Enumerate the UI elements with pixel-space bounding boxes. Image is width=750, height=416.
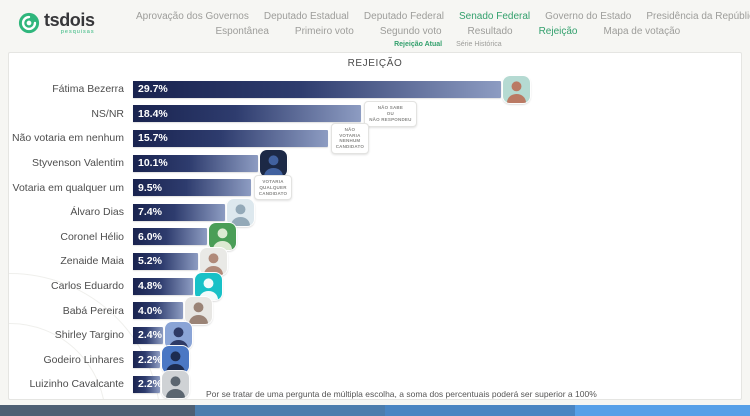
tsdois-logo-icon [18,12,40,34]
bar[interactable]: 2.2% [133,351,162,369]
bar-label: Não votaria em nenhum [11,132,124,145]
bar-value: 2.2% [138,353,162,366]
candidate-photo [162,346,190,374]
footer-band [0,405,750,416]
chart-title: REJEIÇÃO [347,58,403,69]
chart-row-nao-votaria-em-nenhum: Não votaria em nenhum 15.7% NÃO VOTARIA NENH… [9,122,741,155]
nav-item-primeiro-voto[interactable]: Primeiro voto [294,26,354,37]
bar-label: Babá Pereira [62,304,124,317]
chart-row-zenaide-maia: Zenaide Maia 5.2% [9,247,741,275]
bar-label: Coronel Hélio [60,230,124,243]
chart-row-alvaro-dias: Álvaro Dias 7.4% [9,198,741,226]
bar-value: 18.4% [138,107,168,120]
nav-item-rejeicao[interactable]: Rejeição [538,26,578,37]
nav-item-mapa-de-votacao[interactable]: Mapa de votação [603,26,681,37]
chart-row-fatima-bezerra: Fátima Bezerra 29.7% [9,75,741,103]
candidate-photo [164,321,192,349]
nav-item-deputado-estadual[interactable]: Deputado Estadual [263,11,349,22]
nav-item-resultado[interactable]: Resultado [467,26,513,37]
chart-row-styvenson-valentim: Styvenson Valentim 10.1% [9,149,741,177]
main-nav: Aprovação dos Governos Deputado Estadual D… [136,11,750,48]
bar-value: 5.2% [138,255,162,268]
bar-label: Zenaide Maia [60,255,124,268]
nav-item-rejeicao-atual[interactable]: Rejeição Atual [394,41,443,48]
bar-value: 2.2% [138,378,162,391]
bar[interactable]: 15.7% [133,129,328,147]
bar-value: 4.0% [138,304,162,317]
footer-band-segment [575,405,750,416]
candidate-photo [226,198,254,226]
bar-chart: Fátima Bezerra 29.7% NS/NR 18.4% NÃO SABE OU N… [9,75,741,398]
bar[interactable]: 10.1% [133,154,259,172]
bar[interactable]: 4.8% [133,277,193,295]
bar-label: Álvaro Dias [70,206,124,219]
bar[interactable]: 5.2% [133,252,198,270]
footer-band-segment [0,405,195,416]
chart-row-carlos-eduardo: Carlos Eduardo 4.8% [9,272,741,300]
bar-value: 9.5% [138,181,162,194]
bar-label: Fátima Bezerra [52,83,124,96]
tsdois-logo[interactable]: tsdois pesquisas [18,11,136,36]
bar-label: Luizinho Cavalcante [29,378,124,391]
nav-item-governo-do-estado[interactable]: Governo do Estado [545,11,632,22]
bar-label: Styvenson Valentim [31,157,124,170]
bar[interactable]: 6.0% [133,228,208,246]
nav-row-views: Rejeição Atual Série Histórica [394,41,502,48]
nav-row-subsections: Espontânea Primeiro voto Segundo voto Resul… [216,26,681,37]
bar-value: 15.7% [138,132,168,145]
bar-label: Shirley Targino [54,329,124,342]
candidate-photo [162,370,190,398]
bar-value: 2.4% [138,329,162,342]
candidate-photo [199,247,227,275]
chart-row-votaria-em-qualquer-um: Votaria em qualquer um 9.5% VOTARIA QUALQUE… [9,174,741,201]
candidate-photo [503,75,531,103]
candidate-photo [184,297,212,325]
chart-row-luizinho-cavalcante: Luizinho Cavalcante 2.2% [9,370,741,398]
bar-value: 7.4% [138,206,162,219]
bar-value: 6.0% [138,230,162,243]
bar[interactable]: 9.5% [133,179,251,197]
bar-label: Carlos Eduardo [51,280,124,293]
category-badge: NÃO SABE OU NÃO RESPONDEU [364,101,417,127]
bar-value: 10.1% [138,157,168,170]
bar-value: 29.7% [138,83,168,96]
bar[interactable]: 4.0% [133,302,183,320]
footer-band-segment [385,405,575,416]
logo-wordmark: tsdois [44,10,95,30]
candidate-photo [209,223,237,251]
nav-item-serie-historica[interactable]: Série Histórica [456,41,502,48]
bar-label: NS/NR [91,107,124,120]
nav-item-deputado-federal[interactable]: Deputado Federal [363,11,444,22]
nav-item-segundo-voto[interactable]: Segundo voto [379,26,442,37]
candidate-photo [260,149,288,177]
bar[interactable]: 2.4% [133,326,163,344]
bar[interactable]: 29.7% [133,80,502,98]
nav-row-sections: Aprovação dos Governos Deputado Estadual D… [136,11,750,22]
nav-item-presidencia-da-republica[interactable]: Presidência da República [646,11,750,22]
chart-panel: REJEIÇÃO Fátima Bezerra 29.7% NS/NR 18.4% NÃ… [8,52,742,400]
chart-row-baba-pereira: Babá Pereira 4.0% [9,297,741,325]
category-badge: NÃO VOTARIA NENHUM CANDIDATO [330,122,370,155]
bar-label: Votaria em qualquer um [12,181,124,194]
bar-label: Godeiro Linhares [43,353,124,366]
bar[interactable]: 2.2% [133,375,162,393]
category-badge: VOTARIA QUALQUER CANDIDATO [253,174,293,201]
bar-value: 4.8% [138,280,162,293]
chart-row-godeiro-linhares: Godeiro Linhares 2.2% [9,346,741,374]
logo-subtitle: pesquisas [60,29,95,35]
nav-item-espontanea[interactable]: Espontânea [215,26,269,37]
chart-footnote: Por se tratar de uma pergunta de múltipl… [206,389,597,399]
bar[interactable]: 18.4% [133,105,362,123]
chart-row-ns-nr: NS/NR 18.4% NÃO SABE OU NÃO RESPONDEU [9,101,741,127]
nav-item-aprovacao-dos-governos[interactable]: Aprovação dos Governos [136,11,249,22]
bar[interactable]: 7.4% [133,203,225,221]
nav-item-senado-federal[interactable]: Senado Federal [458,11,531,22]
chart-row-shirley-targino: Shirley Targino 2.4% [9,321,741,349]
footer-band-segment [195,405,385,416]
candidate-photo [194,272,222,300]
header: tsdois pesquisas Aprovação dos Governos D… [0,0,750,52]
chart-row-coronel-helio: Coronel Hélio 6.0% [9,223,741,251]
